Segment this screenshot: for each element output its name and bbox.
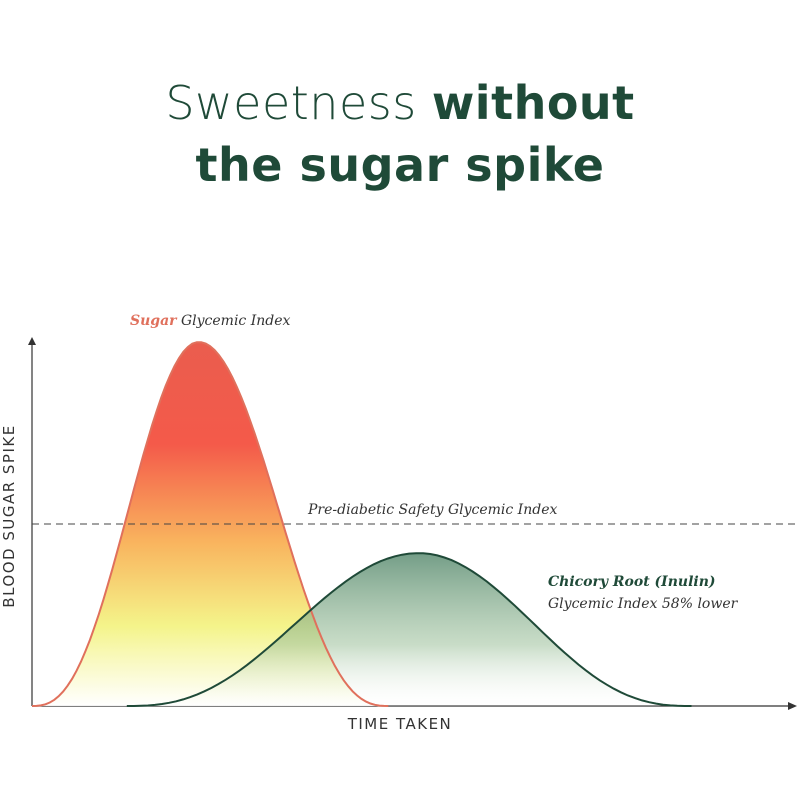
headline: Sweetness without the sugar spike (0, 72, 800, 196)
sugar-area (32, 342, 389, 706)
headline-bold-text: without (431, 76, 635, 130)
sugar-curve (31, 341, 389, 707)
y-axis-title: BLOOD SUGAR SPIKE (0, 424, 18, 607)
y-axis-arrow (28, 337, 36, 345)
x-axis-arrow (788, 702, 797, 710)
chicory-area (126, 553, 692, 706)
sugar-label: Sugar Glycemic Index (130, 313, 291, 329)
chicory-label-subtitle: Glycemic Index 58% lower (548, 596, 739, 612)
headline-light-text: Sweetness (165, 76, 432, 130)
headline-line-2: the sugar spike (195, 138, 605, 192)
chicory-label-title: Chicory Root (Inulin) (548, 574, 716, 590)
chicory-curve (126, 552, 692, 707)
reference-line-label: Pre-diabetic Safety Glycemic Index (307, 502, 557, 518)
sugar-label-rest: Glycemic Index (177, 313, 291, 329)
x-axis-title: TIME TAKEN (347, 715, 453, 733)
sugar-label-emph: Sugar (130, 313, 178, 329)
headline-line-1: Sweetness without (0, 72, 800, 134)
